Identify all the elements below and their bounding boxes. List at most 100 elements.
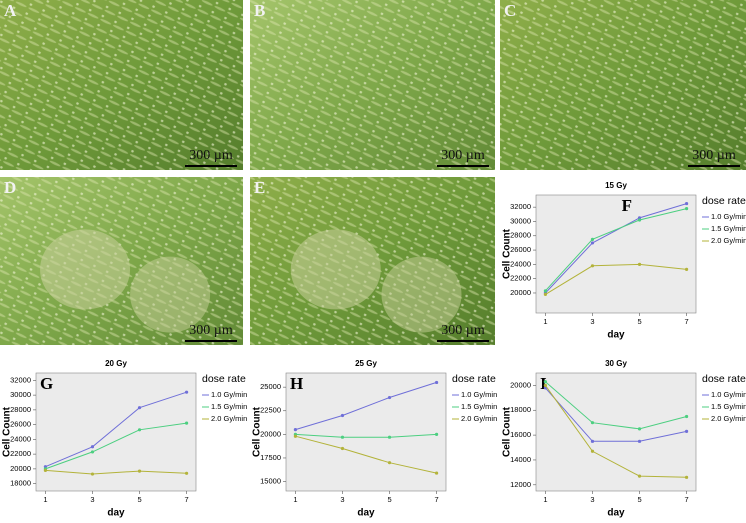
series-line <box>545 208 687 292</box>
x-tick-label: 7 <box>685 317 689 326</box>
data-point <box>684 206 689 211</box>
x-axis-label: day <box>357 508 375 519</box>
series-line <box>544 385 687 478</box>
x-tick-label: 7 <box>435 495 439 504</box>
data-point <box>637 439 642 443</box>
data-point <box>340 446 345 451</box>
data-point <box>684 201 689 206</box>
colony <box>40 229 131 310</box>
y-tick-label: 26000 <box>510 245 531 254</box>
data-point <box>387 435 392 439</box>
y-tick-label: 15000 <box>260 477 281 486</box>
data-point <box>90 472 95 476</box>
series-line <box>545 203 687 294</box>
panel-label: E <box>254 178 265 197</box>
data-point <box>590 449 595 453</box>
panel-label: C <box>504 1 516 20</box>
data-point <box>684 414 689 419</box>
series-line <box>295 435 437 474</box>
y-tick-label: 30000 <box>510 216 531 225</box>
y-tick-label: 22000 <box>10 449 31 458</box>
series-line <box>545 387 687 442</box>
panel-label: F <box>622 196 632 215</box>
legend-label: 1.5 Gy/min <box>211 402 247 411</box>
data-point <box>293 434 298 438</box>
data-point <box>434 432 439 436</box>
data-point <box>137 469 142 473</box>
chart-title: 30 Gy <box>605 359 627 368</box>
micrograph-texture <box>250 0 495 170</box>
y-tick-label: 14000 <box>510 455 531 464</box>
data-point <box>684 267 689 271</box>
series-line <box>45 391 187 468</box>
data-point <box>590 421 595 425</box>
x-tick-label: 5 <box>637 495 641 504</box>
data-point <box>684 475 689 479</box>
scale-label: 300 µm <box>692 148 736 163</box>
data-point <box>43 468 48 472</box>
x-tick-label: 3 <box>340 495 344 504</box>
x-axis-label: day <box>107 508 125 519</box>
data-point <box>184 390 189 394</box>
x-tick-label: 5 <box>137 495 141 504</box>
legend-label: 1.0 Gy/min <box>211 390 247 399</box>
y-tick-label: 22000 <box>510 274 531 283</box>
panel-label: B <box>254 1 265 20</box>
x-tick-label: 3 <box>590 495 594 504</box>
data-point <box>637 474 642 478</box>
data-point <box>543 380 548 384</box>
y-axis-label: Cell Count <box>252 406 263 457</box>
x-tick-label: 1 <box>543 495 547 504</box>
panel-label: H <box>290 374 303 393</box>
legend-label: 2.0 Gy/min <box>211 414 247 423</box>
legend-label: 1.0 Gy/min <box>711 212 746 221</box>
legend-title: dose rate <box>202 373 246 385</box>
x-axis-label: day <box>607 330 625 341</box>
plot-area <box>535 372 697 492</box>
data-point <box>90 450 95 454</box>
chart-title: 25 Gy <box>355 359 377 368</box>
chart-title: 20 Gy <box>105 359 127 368</box>
y-tick-label: 28000 <box>510 231 531 240</box>
y-axis-label: Cell Count <box>502 228 513 279</box>
legend-title: dose rate <box>702 195 746 207</box>
y-tick-label: 20000 <box>260 429 281 438</box>
data-point <box>590 237 595 241</box>
colony <box>381 256 462 333</box>
scale-label: 300 µm <box>441 323 485 338</box>
x-tick-label: 3 <box>90 495 94 504</box>
y-tick-label: 16000 <box>510 430 531 439</box>
legend-label: 2.0 Gy/min <box>711 236 746 245</box>
y-tick-label: 18000 <box>510 405 531 414</box>
data-point <box>137 406 142 410</box>
data-point <box>184 421 189 425</box>
y-tick-label: 24000 <box>10 434 31 443</box>
y-tick-label: 30000 <box>10 390 31 399</box>
colony <box>290 229 381 310</box>
x-tick-label: 5 <box>387 495 391 504</box>
panel-label: G <box>40 374 53 393</box>
y-tick-label: 26000 <box>10 420 31 429</box>
legend-label: 1.0 Gy/min <box>711 390 746 399</box>
colony <box>130 256 211 333</box>
panel-label: A <box>4 1 17 20</box>
data-point <box>434 380 439 385</box>
legend-label: 1.5 Gy/min <box>711 402 746 411</box>
chart-title: 15 Gy <box>605 181 627 190</box>
x-axis-label: day <box>607 508 625 519</box>
x-tick-label: 1 <box>543 317 547 326</box>
y-tick-label: 18000 <box>10 479 31 488</box>
data-point <box>590 241 595 245</box>
y-axis-label: Cell Count <box>2 406 13 457</box>
scale-label: 300 µm <box>189 323 233 338</box>
y-tick-label: 28000 <box>10 405 31 414</box>
data-point <box>543 292 548 297</box>
data-point <box>637 218 642 222</box>
x-tick-label: 1 <box>43 495 47 504</box>
data-point <box>137 428 142 432</box>
data-point <box>340 435 345 439</box>
data-point <box>184 471 189 475</box>
data-point <box>637 427 642 431</box>
plot-area <box>535 194 697 314</box>
plot-area <box>35 372 197 492</box>
